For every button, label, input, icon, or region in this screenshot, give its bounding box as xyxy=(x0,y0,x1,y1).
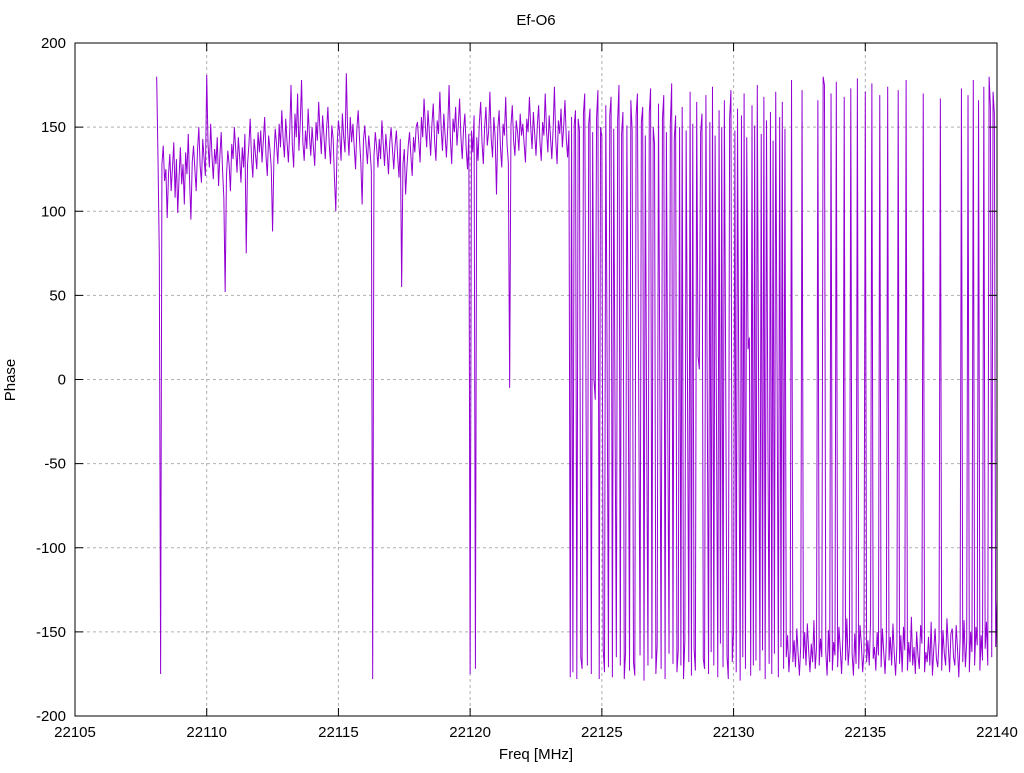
chart-title: Ef-O6 xyxy=(516,12,555,29)
x-tick-label: 22140 xyxy=(976,724,1018,741)
y-tick-label: 150 xyxy=(41,119,66,136)
x-tick-label: 22110 xyxy=(186,724,227,741)
y-tick-label: -100 xyxy=(36,540,66,557)
x-tick-label: 22135 xyxy=(844,724,886,741)
y-tick-label: -200 xyxy=(36,708,66,725)
y-tick-label: -50 xyxy=(44,456,66,473)
x-tick-label: 22120 xyxy=(449,724,491,741)
phase-trace xyxy=(156,73,998,681)
x-axis-label: Freq [MHz] xyxy=(499,746,573,763)
y-tick-label: 200 xyxy=(41,35,66,52)
tick-labels: 22105 22110 22115 22120 22125 22130 22135 22140… xyxy=(36,35,1018,741)
x-tick-label: 22115 xyxy=(318,724,359,741)
axes-frame xyxy=(74,42,998,717)
x-tick-label: 22105 xyxy=(54,724,96,741)
y-tick-label: 0 xyxy=(58,372,66,389)
y-axis-label: Phase xyxy=(2,359,19,402)
x-tick-label: 22130 xyxy=(713,724,755,741)
data-series xyxy=(156,73,998,681)
y-tick-label: 100 xyxy=(41,203,66,220)
y-tick-label: -150 xyxy=(36,624,66,641)
y-tick-label: 50 xyxy=(49,287,66,304)
x-tick-label: 22125 xyxy=(581,724,623,741)
